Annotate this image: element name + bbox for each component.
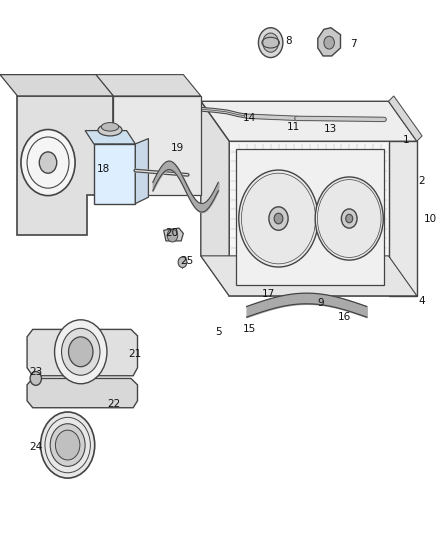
- Text: 21: 21: [128, 350, 141, 359]
- Ellipse shape: [101, 123, 119, 131]
- Polygon shape: [201, 101, 229, 296]
- Circle shape: [263, 33, 279, 52]
- Polygon shape: [389, 96, 422, 141]
- Polygon shape: [236, 149, 384, 285]
- Text: 24: 24: [29, 442, 42, 451]
- Text: 22: 22: [108, 399, 121, 409]
- Text: 19: 19: [171, 143, 184, 153]
- Polygon shape: [94, 144, 135, 204]
- Text: 8: 8: [285, 36, 291, 45]
- Polygon shape: [201, 101, 417, 141]
- Text: 23: 23: [29, 367, 42, 377]
- Circle shape: [258, 28, 283, 58]
- Polygon shape: [164, 228, 184, 241]
- Text: 11: 11: [287, 122, 300, 132]
- Text: 13: 13: [324, 124, 338, 134]
- Text: 20: 20: [166, 229, 179, 238]
- Text: 14: 14: [243, 114, 256, 123]
- Circle shape: [55, 320, 107, 384]
- Polygon shape: [318, 28, 340, 56]
- Polygon shape: [18, 96, 113, 235]
- Circle shape: [269, 207, 288, 230]
- Polygon shape: [0, 75, 113, 96]
- Circle shape: [178, 257, 187, 268]
- Text: 7: 7: [350, 39, 357, 49]
- Circle shape: [167, 229, 178, 242]
- Text: 1: 1: [403, 135, 409, 144]
- Ellipse shape: [98, 124, 122, 136]
- Polygon shape: [96, 75, 201, 96]
- Polygon shape: [113, 96, 201, 195]
- Circle shape: [68, 337, 93, 367]
- Text: 18: 18: [97, 165, 110, 174]
- Polygon shape: [201, 256, 417, 296]
- Text: 17: 17: [261, 289, 275, 299]
- Polygon shape: [27, 329, 138, 376]
- Text: 2: 2: [418, 176, 424, 186]
- Circle shape: [274, 213, 283, 224]
- Circle shape: [30, 372, 42, 385]
- Text: 5: 5: [215, 327, 222, 336]
- Circle shape: [41, 412, 95, 478]
- Circle shape: [324, 36, 334, 49]
- Text: 4: 4: [418, 296, 424, 306]
- Polygon shape: [135, 139, 148, 204]
- Text: 10: 10: [424, 214, 437, 223]
- Polygon shape: [85, 131, 135, 144]
- Circle shape: [341, 209, 357, 228]
- Text: 9: 9: [318, 298, 324, 308]
- Circle shape: [346, 214, 353, 223]
- Circle shape: [62, 328, 100, 375]
- Circle shape: [56, 430, 80, 460]
- Polygon shape: [229, 141, 417, 296]
- Circle shape: [50, 424, 85, 466]
- Polygon shape: [27, 378, 138, 408]
- Circle shape: [21, 130, 75, 196]
- Circle shape: [315, 177, 383, 260]
- Text: 25: 25: [180, 256, 194, 266]
- Circle shape: [239, 170, 318, 267]
- Text: 16: 16: [338, 312, 351, 322]
- Text: 15: 15: [243, 325, 256, 334]
- Polygon shape: [389, 141, 417, 296]
- Circle shape: [39, 152, 57, 173]
